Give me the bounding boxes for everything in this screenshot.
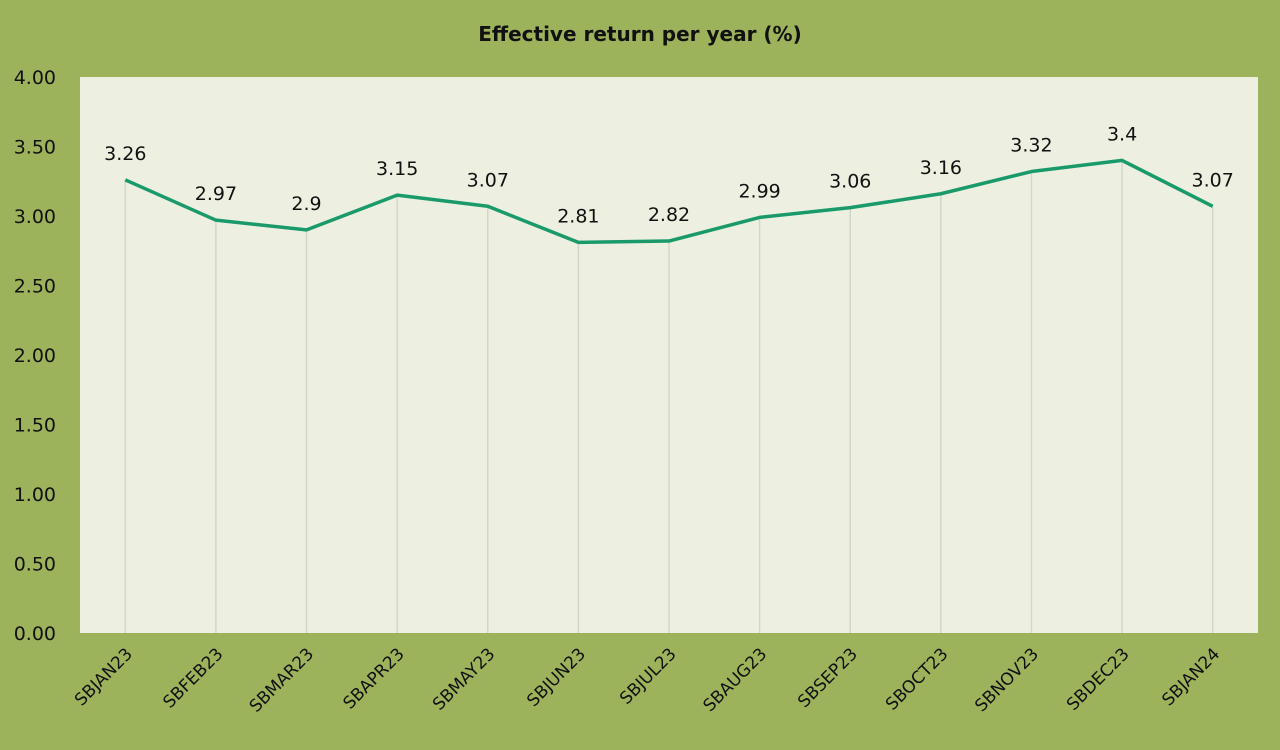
x-tick-label: SBAPR23: [340, 644, 409, 713]
data-labels: 3.26 2.97 2.9 3.15 3.07 2.81 2.82 2.99 3.06 3.16 3…: [104, 123, 1234, 227]
x-tick-label: SBNOV23: [971, 644, 1043, 716]
x-tick-label: SBJUN23: [523, 644, 590, 711]
y-tick-label: 3.00: [14, 206, 56, 228]
x-axis: SBJAN23 SBFEB23 SBMAR23 SBAPR23 SBMAY23 SBJUN…: [71, 644, 1224, 716]
gridlines: [124, 160, 1214, 633]
y-tick-label: 1.00: [14, 484, 56, 506]
x-tick-label: SBMAR23: [246, 644, 318, 716]
y-tick-label: 0.50: [14, 554, 56, 576]
y-tick-label: 0.00: [14, 623, 56, 645]
x-tick-label: SBDEC23: [1063, 644, 1134, 715]
x-tick-label: SBOCT23: [882, 644, 952, 714]
y-axis: 0.00 0.50 1.00 1.50 2.00 2.50 3.00 3.50 4.00: [14, 67, 56, 645]
chart-title: Effective return per year (%): [478, 22, 802, 46]
data-label: 3.16: [920, 157, 962, 179]
data-label: 3.15: [376, 158, 418, 180]
data-label: 2.81: [557, 205, 599, 227]
y-tick-label: 2.00: [14, 345, 56, 367]
y-tick-label: 2.50: [14, 276, 56, 298]
y-tick-label: 3.50: [14, 137, 56, 159]
data-label: 3.06: [829, 171, 871, 193]
x-tick-label: SBSEP23: [794, 644, 862, 712]
data-label: 3.32: [1010, 135, 1052, 157]
data-label: 2.99: [738, 180, 780, 202]
data-label: 3.26: [104, 143, 146, 165]
y-tick-label: 4.00: [14, 67, 56, 89]
data-label: 2.9: [291, 193, 321, 215]
data-label: 2.82: [648, 204, 690, 226]
data-label: 3.4: [1107, 123, 1137, 145]
x-tick-label: SBMAY23: [429, 644, 499, 714]
x-tick-label: SBJAN24: [1158, 644, 1224, 710]
data-label: 2.97: [195, 183, 237, 205]
data-label: 3.07: [1192, 169, 1234, 191]
y-tick-label: 1.50: [14, 415, 56, 437]
x-tick-label: SBFEB23: [159, 644, 227, 712]
series-line: [124, 158, 1214, 245]
x-tick-label: SBAUG23: [699, 644, 771, 716]
x-tick-label: SBJUL23: [616, 644, 680, 708]
data-label: 3.07: [467, 169, 509, 191]
x-tick-label: SBJAN23: [71, 644, 137, 710]
